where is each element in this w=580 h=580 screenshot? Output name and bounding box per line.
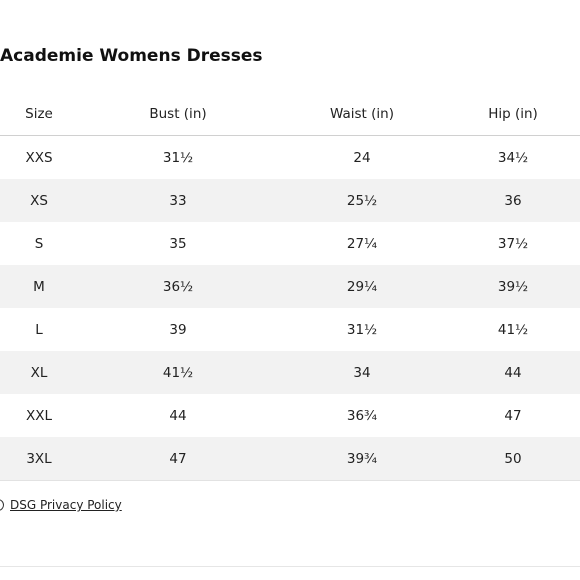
cell-bust: 41½ (78, 351, 278, 394)
table-row: L 39 31½ 41½ (0, 308, 580, 351)
cell-size: XXS (25, 149, 53, 166)
table-row: XL 41½ 34 44 (0, 351, 580, 394)
cell-bust: 47 (78, 437, 278, 481)
table-row: XS 33 25½ 36 (0, 179, 580, 222)
cell-size: S (34, 235, 44, 252)
privacy-policy: DSG Privacy Policy (0, 498, 122, 512)
cell-size: XXL (25, 407, 53, 424)
cell-hip: 39½ (446, 265, 580, 308)
cell-waist: 25½ (278, 179, 446, 222)
cell-waist: 36¾ (346, 407, 378, 424)
cell-hip: 47 (504, 407, 522, 424)
cell-waist: 39¾ (278, 437, 446, 481)
cell-waist: 24 (353, 149, 371, 166)
cell-waist: 34 (278, 351, 446, 394)
cell-waist: 31½ (346, 321, 378, 338)
cell-bust: 44 (169, 407, 187, 424)
table-header-row: Size Bust (in) Waist (in) Hip (in) (0, 93, 580, 136)
privacy-policy-link[interactable]: DSG Privacy Policy (10, 498, 122, 512)
size-chart-table: Size Bust (in) Waist (in) Hip (in) XXS 3… (0, 93, 580, 481)
cell-waist: 29¼ (278, 265, 446, 308)
table-row: XXL 44 36¾ 47 (0, 394, 580, 437)
cell-hip: 36 (446, 179, 580, 222)
cell-hip: 50 (446, 437, 580, 481)
cell-size: XL (0, 351, 78, 394)
cell-size: M (0, 265, 78, 308)
cell-hip: 41½ (497, 321, 529, 338)
divider (0, 566, 580, 567)
table-row: S 35 27¼ 37½ (0, 222, 580, 265)
header-hip: Hip (in) (446, 93, 580, 136)
cell-size: L (35, 321, 43, 338)
cell-bust: 39 (169, 321, 187, 338)
cell-size: 3XL (0, 437, 78, 481)
page-title: Academie Womens Dresses (0, 46, 263, 66)
cell-bust: 31½ (162, 149, 194, 166)
cell-hip: 34½ (497, 149, 529, 166)
table-row: XXS 31½ 24 34½ (0, 136, 580, 180)
cell-bust: 33 (78, 179, 278, 222)
table-row: 3XL 47 39¾ 50 (0, 437, 580, 481)
cell-bust: 35 (169, 235, 187, 252)
header-bust: Bust (in) (78, 93, 278, 136)
cell-hip: 37½ (497, 235, 529, 252)
circle-icon (0, 499, 4, 511)
header-waist: Waist (in) (278, 93, 446, 136)
header-size: Size (0, 93, 78, 136)
cell-waist: 27¼ (346, 235, 378, 252)
cell-bust: 36½ (78, 265, 278, 308)
cell-hip: 44 (446, 351, 580, 394)
table-row: M 36½ 29¼ 39½ (0, 265, 580, 308)
cell-size: XS (0, 179, 78, 222)
